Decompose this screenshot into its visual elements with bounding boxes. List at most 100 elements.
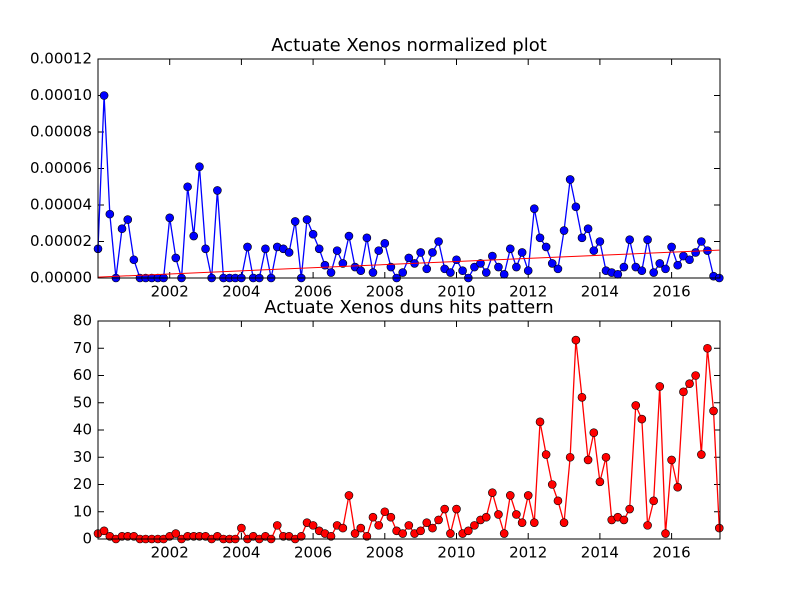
data-point — [667, 242, 676, 252]
data-point — [673, 482, 682, 492]
data-point — [290, 217, 300, 226]
data-point — [362, 233, 372, 243]
data-point — [470, 521, 479, 530]
y-tick-label: 20 — [73, 475, 92, 493]
data-point — [326, 531, 336, 541]
data-point — [344, 231, 354, 241]
data-point — [661, 264, 670, 274]
data-point — [577, 233, 587, 243]
data-point — [213, 186, 222, 195]
data-point — [99, 526, 109, 536]
x-tick-label: 2002 — [151, 544, 189, 562]
x-tick-label: 2012 — [509, 283, 547, 301]
data-point — [332, 246, 342, 255]
data-point — [123, 215, 133, 224]
data-point — [368, 268, 378, 277]
data-point — [440, 504, 449, 514]
y-tick-label: 70 — [73, 339, 92, 357]
data-point — [494, 510, 503, 519]
x-tick-label: 2010 — [437, 283, 475, 301]
data-point — [571, 335, 581, 345]
data-point — [673, 260, 682, 270]
data-point — [428, 248, 437, 257]
data-point — [183, 182, 192, 192]
x-tick-label: 2014 — [581, 283, 619, 301]
data-point — [416, 526, 425, 536]
data-point — [201, 244, 210, 254]
y-tick-label: 0.00008 — [30, 123, 92, 141]
y-tick-label: 50 — [73, 393, 92, 411]
y-tick-label: 30 — [73, 448, 92, 466]
data-point — [685, 255, 694, 265]
data-point — [565, 175, 575, 184]
data-point — [547, 480, 557, 489]
data-point — [422, 518, 432, 527]
data-point — [434, 515, 443, 525]
data-point — [494, 262, 503, 272]
y-tick-label: 80 — [73, 312, 92, 330]
data-point — [284, 248, 294, 257]
data-point — [398, 529, 408, 538]
data-point — [368, 512, 378, 522]
data-point — [541, 242, 551, 252]
x-tick-label: 2008 — [366, 283, 404, 301]
data-point — [380, 239, 390, 248]
chart-title: Actuate Xenos normalized plot — [271, 35, 547, 56]
data-point — [541, 450, 551, 459]
data-point — [601, 452, 611, 462]
data-point — [505, 491, 515, 500]
data-point — [374, 521, 384, 530]
data-point — [625, 235, 634, 244]
y-tick-label: 0.00002 — [30, 232, 92, 250]
data-point — [458, 266, 467, 276]
data-point — [517, 518, 527, 527]
data-point — [320, 260, 330, 270]
chart-title: Actuate Xenos duns hits pattern — [264, 297, 553, 318]
data-point — [625, 504, 634, 514]
data-point — [416, 248, 425, 257]
x-tick-label: 2006 — [294, 544, 332, 562]
data-point — [380, 507, 390, 517]
data-point — [535, 233, 545, 243]
data-point — [649, 268, 658, 277]
data-point — [237, 523, 246, 533]
data-point — [296, 531, 306, 541]
data-point — [667, 455, 676, 465]
data-point — [691, 248, 700, 257]
data-point — [350, 529, 360, 538]
x-tick-label: 2004 — [222, 283, 260, 301]
plot-frame — [97, 320, 721, 540]
data-point — [499, 529, 509, 538]
data-point — [649, 496, 658, 506]
data-point — [613, 270, 623, 279]
data-point — [661, 529, 670, 538]
data-point — [553, 496, 563, 506]
data-point — [637, 414, 647, 424]
data-point — [326, 268, 336, 277]
data-point — [446, 529, 455, 538]
data-point — [314, 244, 324, 254]
data-point — [559, 518, 569, 527]
data-point — [243, 242, 252, 252]
data-point — [189, 231, 199, 241]
data-point — [709, 406, 718, 416]
data-point — [655, 382, 665, 391]
data-point — [589, 246, 599, 255]
x-tick-label: 2004 — [222, 544, 260, 562]
data-point — [697, 450, 706, 459]
x-tick-label: 2016 — [653, 283, 691, 301]
data-point — [488, 488, 497, 497]
data-point — [422, 264, 432, 274]
x-tick-label: 2012 — [509, 544, 547, 562]
y-tick-label: 0.00004 — [30, 196, 92, 214]
data-point — [338, 523, 348, 533]
y-tick-label: 10 — [73, 502, 92, 520]
data-point — [595, 237, 605, 246]
x-tick-label: 2006 — [294, 283, 332, 301]
data-point — [386, 512, 396, 522]
data-point — [452, 255, 461, 265]
data-point — [512, 510, 521, 519]
data-point — [261, 244, 270, 254]
